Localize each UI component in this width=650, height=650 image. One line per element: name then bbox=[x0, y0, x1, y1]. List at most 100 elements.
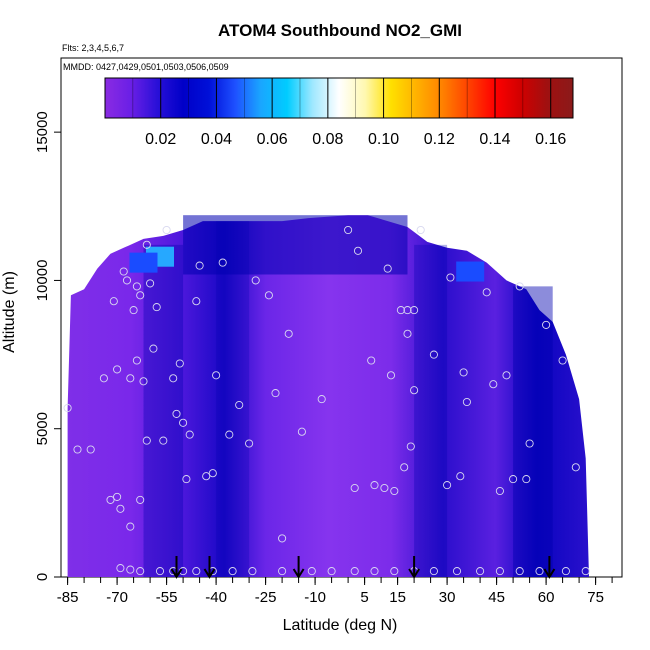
x-tick-label: -40 bbox=[205, 589, 227, 606]
colorbar-ramp bbox=[104, 77, 574, 119]
sample-point bbox=[403, 306, 412, 315]
sample-point bbox=[149, 344, 158, 353]
dense-band bbox=[183, 215, 408, 275]
sample-point bbox=[522, 475, 531, 484]
sample-point bbox=[126, 565, 135, 574]
sample-point bbox=[132, 356, 141, 365]
colorbar-tick-label: 0.12 bbox=[424, 131, 455, 148]
sample-point bbox=[350, 483, 359, 493]
x-tick-label: -70 bbox=[106, 589, 128, 606]
sample-point bbox=[116, 564, 125, 573]
sample-point bbox=[495, 486, 504, 496]
sample-point bbox=[136, 291, 145, 300]
sample-point bbox=[390, 486, 399, 496]
x-tick-label: -10 bbox=[304, 589, 326, 606]
y-axis-label: Altitude (m) bbox=[1, 271, 18, 353]
sample-point bbox=[169, 374, 178, 383]
sample-point bbox=[370, 567, 379, 576]
sample-point bbox=[525, 439, 534, 448]
sample-point bbox=[245, 439, 254, 448]
sample-point bbox=[218, 258, 227, 267]
sample-point bbox=[406, 442, 415, 451]
sample-point bbox=[116, 504, 125, 513]
sample-point bbox=[581, 567, 590, 576]
sample-point bbox=[284, 329, 293, 338]
sample-point bbox=[228, 567, 237, 576]
sample-point bbox=[235, 400, 244, 410]
sample-point bbox=[429, 567, 438, 576]
x-tick-label: 45 bbox=[488, 589, 505, 606]
y-tick-label: 15000 bbox=[34, 111, 51, 153]
sample-point bbox=[185, 430, 194, 439]
sample-point bbox=[142, 436, 151, 445]
sample-point bbox=[129, 306, 138, 315]
sample-point bbox=[561, 567, 570, 576]
sample-point bbox=[327, 567, 336, 576]
sample-point bbox=[119, 267, 128, 276]
sample-point bbox=[225, 430, 234, 439]
sample-point bbox=[462, 397, 471, 407]
colorbar: 0.02 0.04 0.06 0.08 0.10 0.12 0.14 0.16 bbox=[104, 77, 574, 148]
dense-band bbox=[216, 221, 250, 577]
sample-point bbox=[202, 472, 211, 481]
y-tick-label: 10000 bbox=[34, 260, 51, 302]
sample-point bbox=[172, 409, 181, 418]
sample-point bbox=[113, 365, 122, 374]
chart-title: ATOM4 Southbound NO2_GMI bbox=[218, 21, 462, 40]
sample-point bbox=[63, 403, 72, 413]
sample-point bbox=[495, 567, 504, 576]
sample-point bbox=[264, 291, 273, 300]
sample-point bbox=[86, 445, 95, 454]
sample-point bbox=[459, 368, 468, 377]
colorbar-tick-label: 0.08 bbox=[312, 131, 343, 148]
sample-point bbox=[162, 225, 171, 235]
x-tick-label: 75 bbox=[587, 589, 604, 606]
sample-point bbox=[489, 380, 498, 389]
sample-point bbox=[429, 350, 438, 359]
sample-point bbox=[542, 320, 551, 329]
sample-point bbox=[416, 225, 425, 235]
dense-band bbox=[414, 244, 448, 577]
sample-point bbox=[344, 225, 353, 235]
dense-band bbox=[513, 286, 553, 577]
sample-point bbox=[410, 306, 419, 315]
x-tick-label: -85 bbox=[57, 589, 79, 606]
y-axis: 0 5000 10000 15000 bbox=[34, 111, 61, 581]
dates-note: MMDD: 0427,0429,0501,0503,0506,0509 bbox=[63, 62, 229, 72]
sample-point bbox=[317, 395, 326, 404]
sample-point bbox=[109, 297, 118, 306]
colorbar-tick-label: 0.14 bbox=[479, 131, 510, 148]
x-tick-label: -25 bbox=[255, 589, 277, 606]
arrow-head bbox=[543, 568, 556, 579]
sample-point bbox=[390, 567, 399, 576]
sample-point bbox=[370, 481, 379, 490]
sample-point bbox=[146, 279, 155, 288]
sample-point bbox=[515, 282, 524, 291]
sample-point bbox=[353, 246, 363, 255]
x-axis-label: Latitude (deg N) bbox=[283, 617, 398, 634]
sample-point bbox=[126, 374, 135, 383]
sample-point bbox=[367, 356, 376, 365]
x-tick-label: 30 bbox=[439, 589, 456, 606]
dense-band bbox=[143, 244, 184, 577]
sample-point bbox=[155, 567, 165, 576]
sample-point bbox=[122, 276, 132, 285]
arrow-head bbox=[170, 568, 183, 579]
sample-point bbox=[251, 276, 260, 285]
flights-note: Flts: 2,3,4,5,6,7 bbox=[62, 43, 124, 53]
sample-point bbox=[403, 329, 412, 338]
colorbar-tick-label: 0.10 bbox=[368, 131, 399, 148]
sample-point bbox=[159, 436, 168, 445]
x-axis: -85 -70 -55 -40 -25 -10 5 15 30 45 60 75 bbox=[57, 577, 613, 606]
sample-point bbox=[482, 288, 491, 297]
no2-field bbox=[67, 215, 590, 577]
sample-point bbox=[400, 463, 409, 472]
y-tick-label: 0 bbox=[34, 573, 51, 581]
sample-point bbox=[380, 483, 389, 493]
sample-point bbox=[386, 371, 396, 380]
x-tick-label: 60 bbox=[538, 589, 555, 606]
colorbar-tick-label: 0.06 bbox=[257, 131, 288, 148]
sample-point bbox=[136, 495, 145, 504]
colorbar-tick-label: 0.04 bbox=[201, 131, 232, 148]
sample-point bbox=[192, 297, 201, 306]
